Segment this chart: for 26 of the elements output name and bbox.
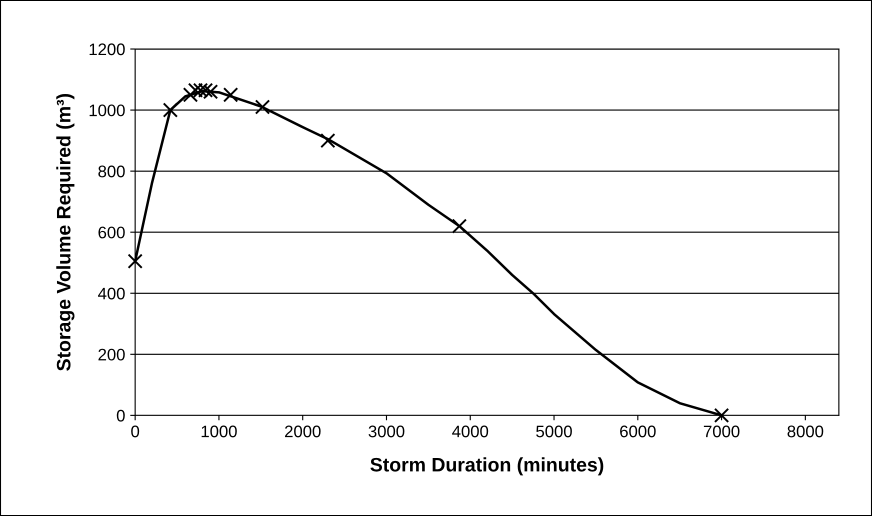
x-tick-label: 8000 [788,426,824,438]
x-tick-label: 3000 [368,426,404,438]
x-tick-label: 6000 [620,426,656,438]
y-tick-label: 1000 [90,104,125,116]
point [254,99,270,115]
y-axis-title: Storage Volume Required (m³) [56,94,74,371]
point [162,102,178,118]
y-tick-label: 200 [98,348,125,361]
point [182,87,198,102]
y-tick-label: 1200 [90,43,125,56]
y-tick-label: 0 [116,410,125,422]
point [223,87,238,102]
x-tick-label: 0 [131,426,140,438]
y-tick-label: 800 [98,166,125,178]
point [452,218,467,234]
x-axis-title: Storm Duration (minutes) [370,457,604,476]
point [128,254,143,269]
x-tick-label: 1000 [202,426,237,438]
x-tick-label: 4000 [452,426,488,438]
y-tick-label: 400 [98,288,125,300]
point [320,133,336,148]
x-tick-label: 5000 [536,426,572,438]
point [714,408,730,423]
x-tick-label: 2000 [285,426,321,438]
x-tick-label: 7000 [704,426,740,438]
y-tick-label: 600 [98,226,125,238]
